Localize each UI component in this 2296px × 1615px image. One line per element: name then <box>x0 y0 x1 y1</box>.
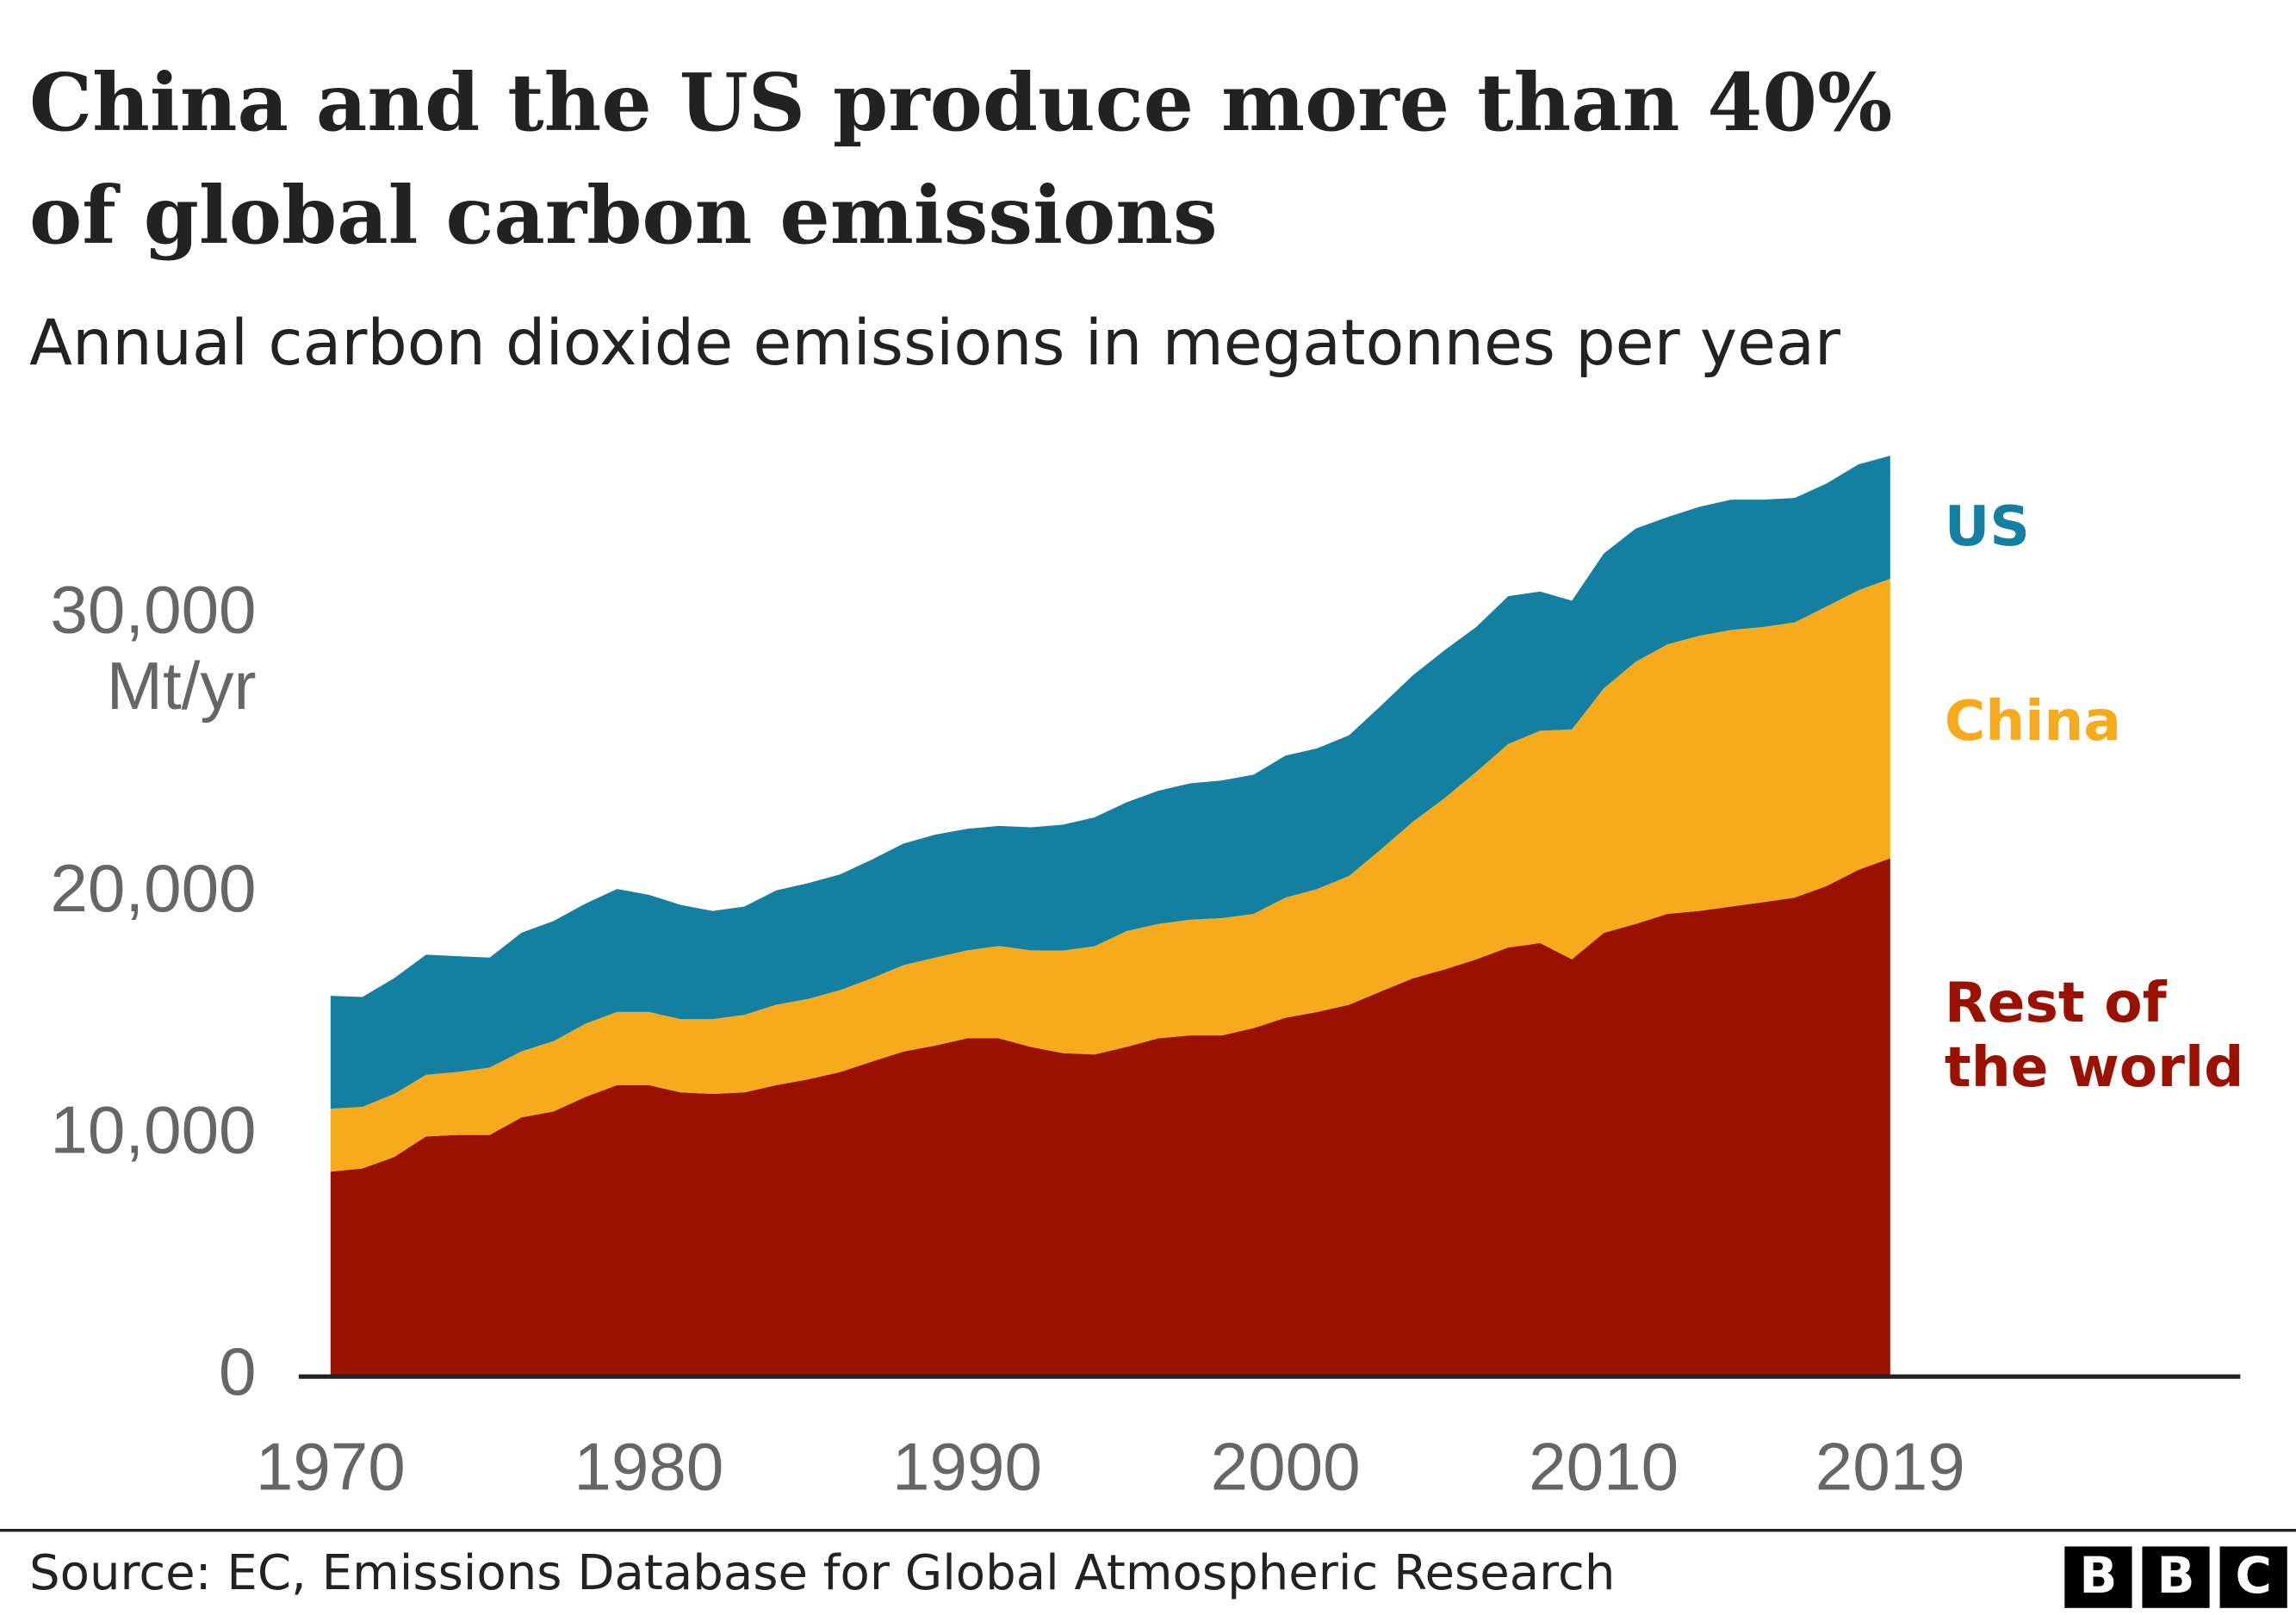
x-tick-label: 2000 <box>1211 1428 1361 1504</box>
source: Source: EC, Emissions Database for Globa… <box>29 1545 1615 1601</box>
x-tick-label: 1990 <box>892 1428 1042 1504</box>
logo-letter: B <box>2079 1546 2117 1605</box>
y-tick-label: 10,000 <box>50 1091 256 1167</box>
area <box>330 578 1890 1172</box>
y-unit: Mt/yr <box>107 648 257 724</box>
series-label: China <box>1945 689 2121 754</box>
x-tick-label: 1980 <box>574 1428 723 1504</box>
y-tick-label: 30,000 <box>50 572 256 648</box>
logo-block <box>2219 1546 2287 1608</box>
y-tick-label: 20,000 <box>50 850 256 926</box>
logo-letter: B <box>2157 1546 2195 1605</box>
logo-letter: C <box>2235 1546 2271 1605</box>
series-label: Rest of the world <box>1945 971 2243 1100</box>
chart-subtitle: Annual carbon dioxide emissions in megat… <box>29 307 1841 380</box>
logo-block <box>2142 1546 2210 1608</box>
x-tick-label: 1970 <box>256 1428 406 1504</box>
chart-title: China and the US produce more than 40% <box>29 56 1892 149</box>
logo-block <box>2064 1546 2132 1608</box>
x-tick-label: 2010 <box>1529 1428 1679 1504</box>
area <box>330 858 1890 1377</box>
area <box>330 456 1890 1109</box>
x-tick-label: 2019 <box>1815 1428 1965 1504</box>
chart-title: of global carbon emissions <box>29 169 1218 262</box>
series-label: US <box>1945 494 2030 559</box>
y-tick-label: 0 <box>219 1333 257 1409</box>
